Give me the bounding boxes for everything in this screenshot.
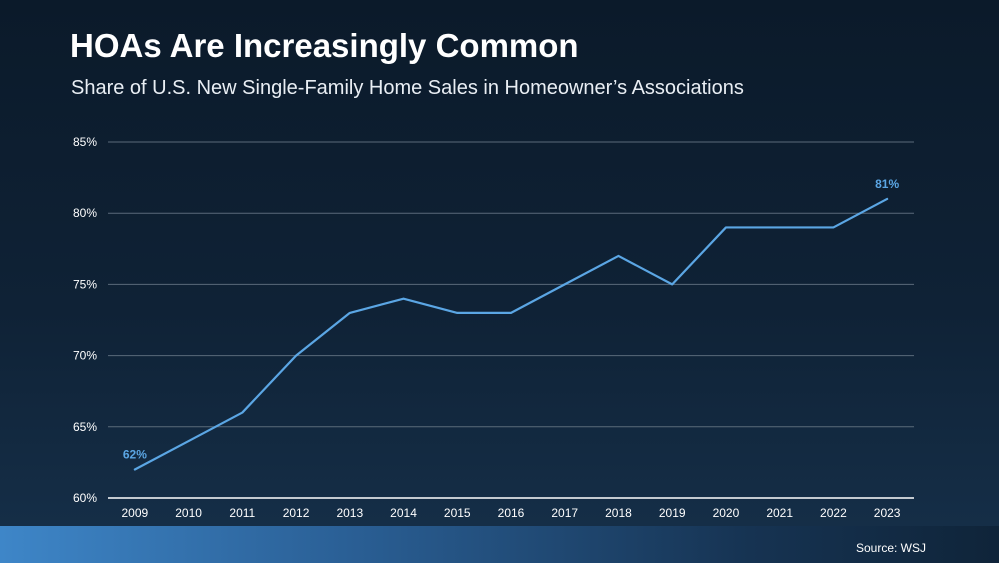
data-label: 62% [123, 448, 147, 462]
y-tick-label: 70% [73, 349, 97, 363]
x-tick-label: 2019 [659, 506, 686, 520]
y-tick-label: 85% [73, 135, 97, 149]
x-tick-label: 2017 [551, 506, 578, 520]
x-tick-label: 2014 [390, 506, 417, 520]
x-tick-label: 2016 [498, 506, 525, 520]
series-line [133, 197, 889, 471]
x-tick-label: 2013 [336, 506, 363, 520]
y-tick-label: 80% [73, 206, 97, 220]
x-tick-label: 2011 [229, 506, 255, 520]
x-tick-label: 2010 [175, 506, 202, 520]
x-tick-label: 2009 [122, 506, 149, 520]
footer-bar: Source: WSJ [0, 526, 999, 563]
chart-title: HOAs Are Increasingly Common [70, 27, 579, 64]
y-tick-label: 75% [73, 277, 97, 291]
y-tick-label: 60% [73, 491, 97, 505]
chart-subtitle: Share of U.S. New Single-Family Home Sal… [71, 77, 744, 99]
y-tick-label: 65% [73, 420, 97, 434]
x-tick-label: 2021 [766, 506, 793, 520]
x-tick-label: 2023 [874, 506, 901, 520]
x-tick-label: 2012 [283, 506, 310, 520]
x-tick-label: 2015 [444, 506, 471, 520]
x-tick-label: 2018 [605, 506, 632, 520]
line-chart: 60% 65% 70% 75% 80% 85% 2009 2010 2011 2012 2013 20… [73, 135, 914, 520]
x-tick-label: 2022 [820, 506, 847, 520]
source-label: Source: WSJ [855, 541, 926, 555]
data-label: 81% [875, 177, 899, 191]
x-tick-label: 2020 [713, 506, 740, 520]
